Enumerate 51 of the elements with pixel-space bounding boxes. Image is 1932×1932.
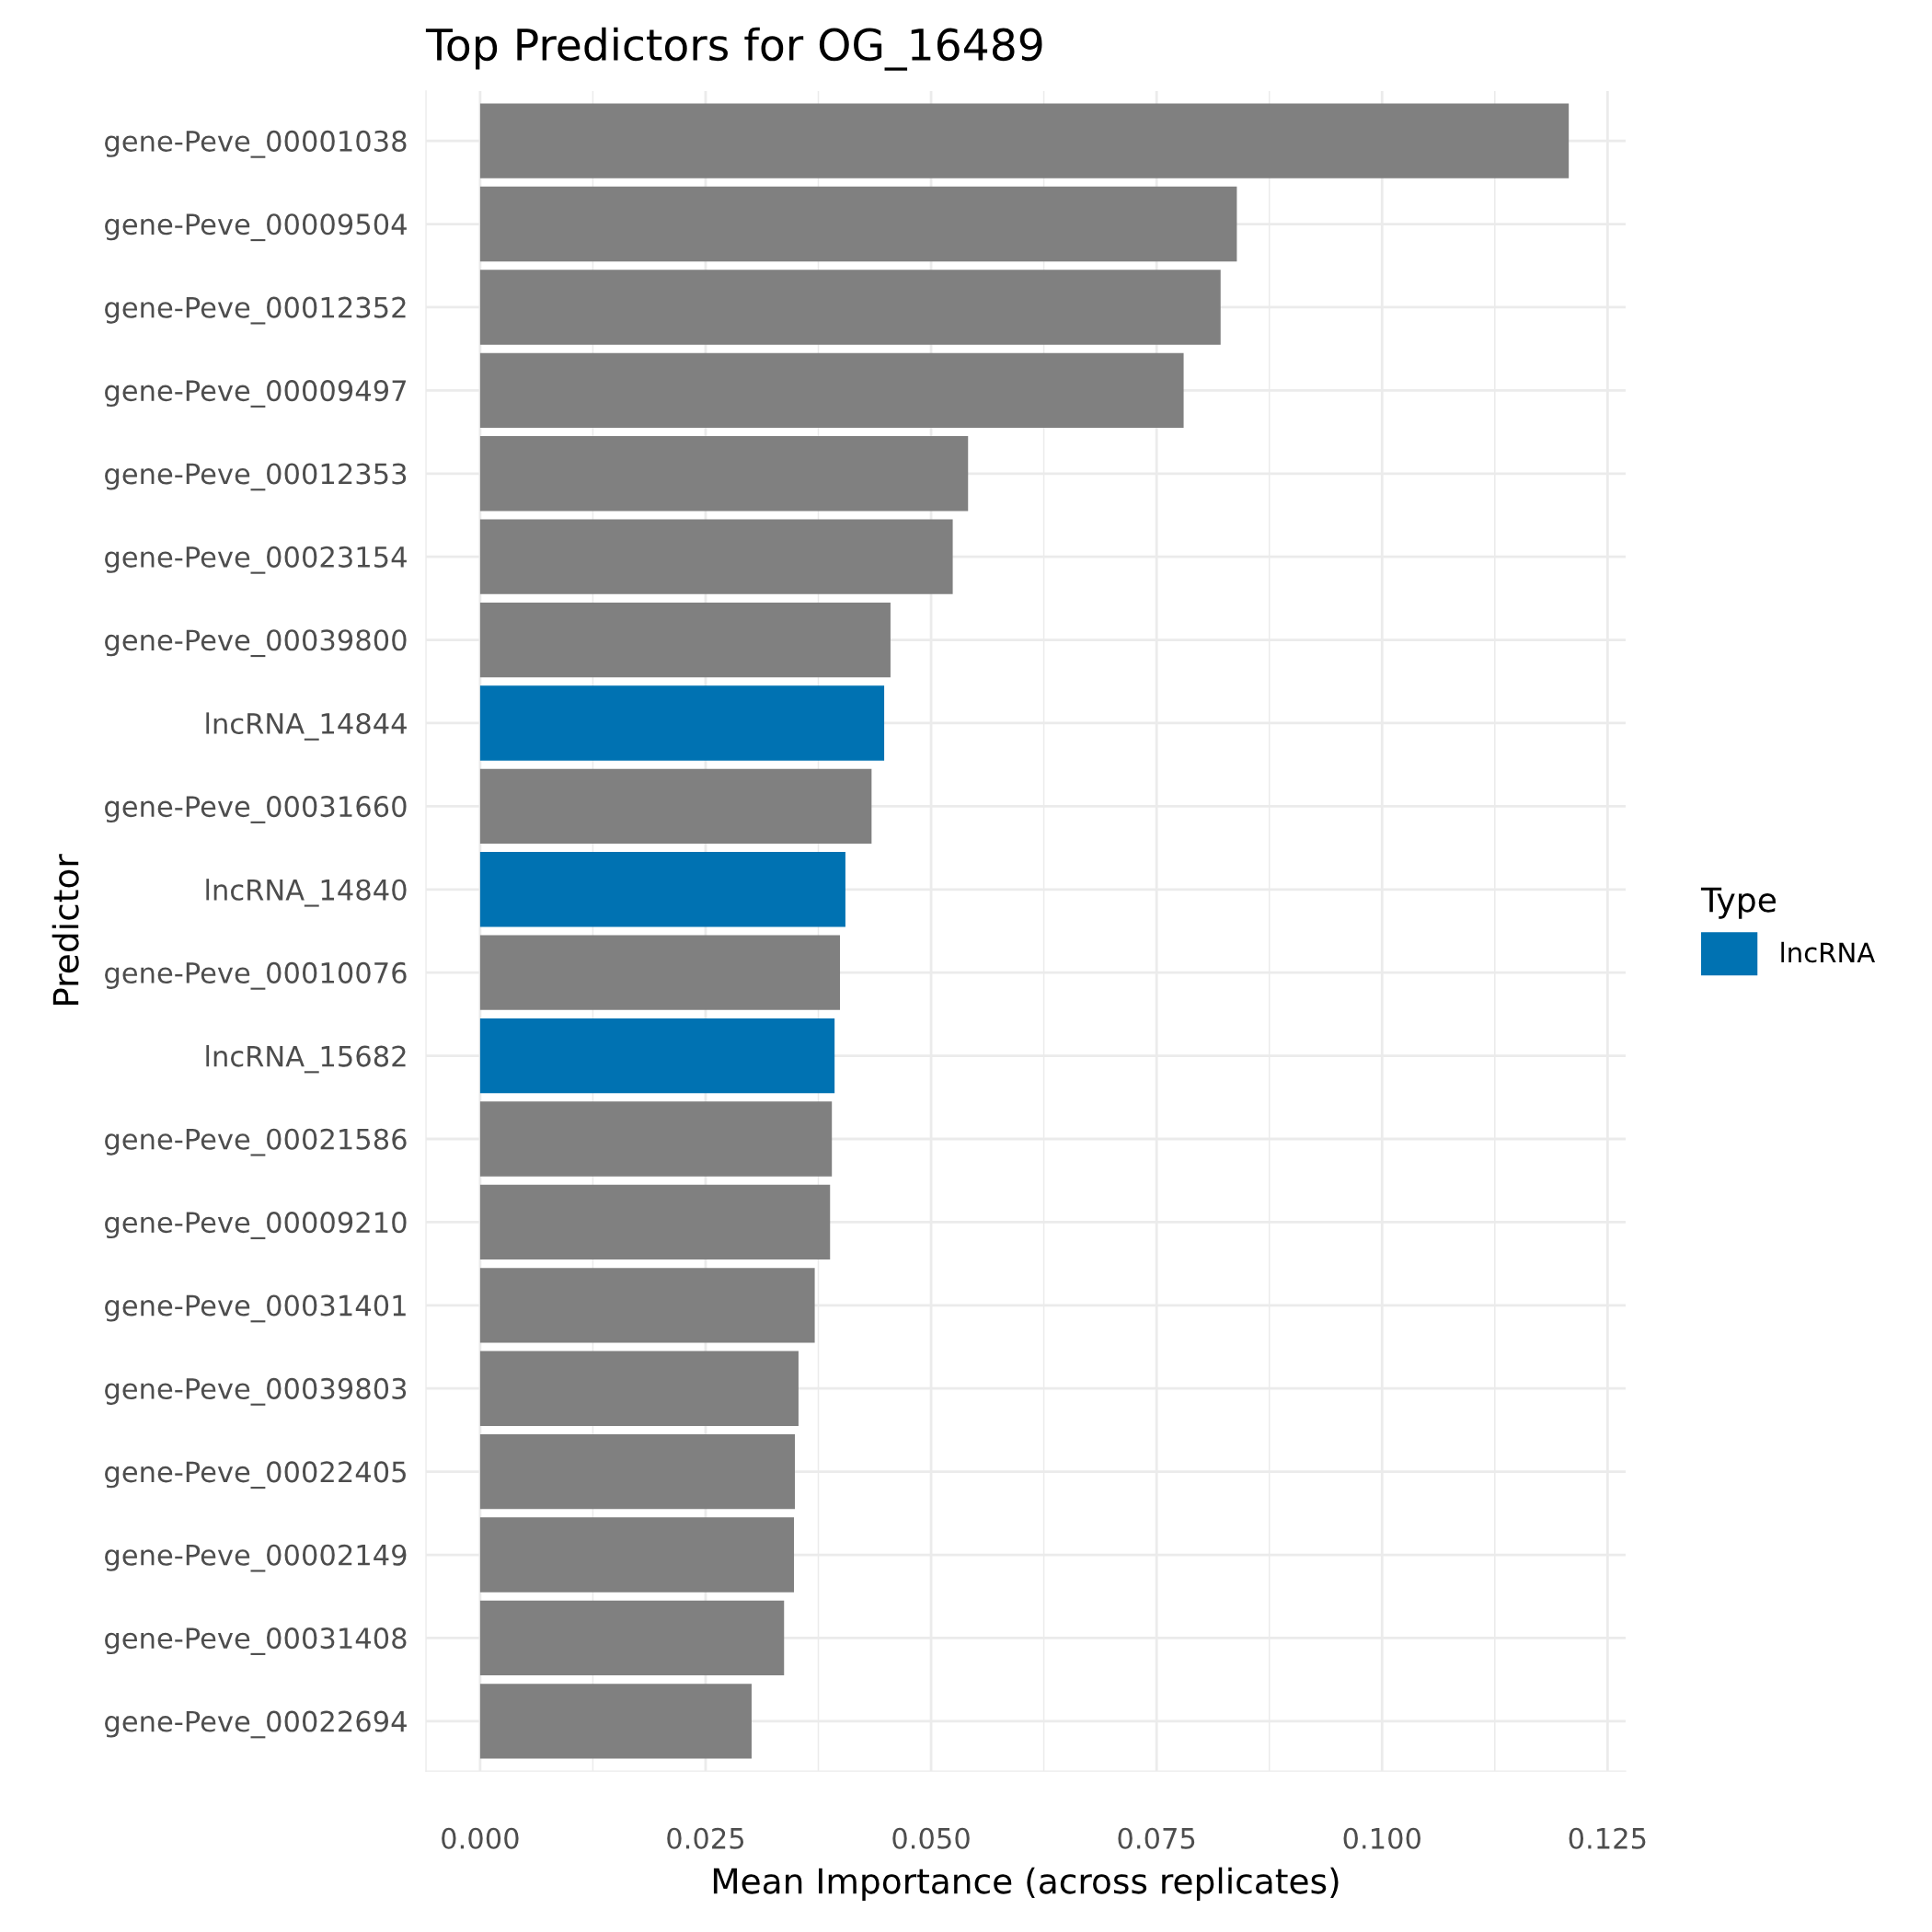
y-tick-label: gene-Peve_00021586 bbox=[105, 1128, 407, 1156]
bar bbox=[479, 1101, 833, 1177]
y-tick-label: lncRNA_14844 bbox=[206, 712, 407, 741]
y-tick-label: gene-Peve_00031401 bbox=[105, 1294, 406, 1323]
y-tick-label: gene-Peve_00009210 bbox=[105, 1212, 407, 1239]
bar bbox=[479, 768, 872, 845]
x-tick-label: 0.050 bbox=[892, 1827, 970, 1849]
x-tick-label: 0.000 bbox=[442, 1827, 519, 1849]
y-tick-label: gene-Peve_00009497 bbox=[105, 380, 406, 408]
legend-label: lncRNA bbox=[1781, 941, 1876, 963]
bar bbox=[479, 103, 1570, 178]
y-tick-label: gene-Peve_00001038 bbox=[105, 130, 407, 158]
y-tick-label: lncRNA_14840 bbox=[206, 879, 407, 907]
legend-title: Type bbox=[1700, 887, 1777, 919]
x-axis-title: Mean Importance (across replicates) bbox=[713, 1867, 1339, 1901]
bar bbox=[479, 852, 845, 927]
bar bbox=[479, 1268, 815, 1343]
x-tick-label: 0.025 bbox=[667, 1827, 744, 1849]
bar bbox=[479, 352, 1184, 429]
y-tick-label: gene-Peve_00039800 bbox=[105, 629, 407, 658]
y-tick-label: gene-Peve_00022694 bbox=[105, 1710, 407, 1739]
y-tick-label: gene-Peve_00031408 bbox=[105, 1627, 407, 1655]
bar bbox=[479, 1684, 752, 1759]
bar bbox=[479, 1018, 835, 1094]
chart-title: Top Predictors for OG_16489 bbox=[425, 27, 1042, 71]
bar bbox=[479, 1517, 795, 1593]
bar bbox=[479, 1600, 785, 1676]
bar bbox=[479, 1184, 831, 1260]
x-tick-label: 0.125 bbox=[1569, 1827, 1646, 1849]
y-tick-label: gene-Peve_00012352 bbox=[105, 296, 406, 325]
bar bbox=[479, 1433, 796, 1510]
bar bbox=[479, 602, 891, 678]
y-tick-label: gene-Peve_00022405 bbox=[105, 1461, 406, 1489]
bar bbox=[479, 436, 969, 512]
y-tick-label: gene-Peve_00002149 bbox=[105, 1544, 407, 1572]
y-axis-title: Predictor bbox=[52, 854, 79, 1006]
y-tick-label: gene-Peve_00010076 bbox=[105, 961, 407, 990]
y-tick-label: gene-Peve_00023154 bbox=[105, 546, 407, 574]
bar bbox=[479, 270, 1221, 345]
y-tick-label: gene-Peve_00039803 bbox=[105, 1377, 407, 1406]
bar bbox=[479, 685, 885, 761]
bar bbox=[479, 519, 953, 594]
bar bbox=[479, 935, 841, 1010]
y-tick-label: gene-Peve_00012353 bbox=[105, 463, 407, 491]
y-tick-label: gene-Peve_00009504 bbox=[105, 213, 407, 242]
x-tick-label: 0.100 bbox=[1343, 1827, 1420, 1849]
bar bbox=[479, 186, 1237, 262]
x-tick-label: 0.075 bbox=[1118, 1827, 1195, 1849]
bar bbox=[479, 1351, 799, 1426]
y-tick-label: gene-Peve_00031660 bbox=[105, 796, 407, 823]
y-tick-label: lncRNA_15682 bbox=[206, 1044, 406, 1074]
